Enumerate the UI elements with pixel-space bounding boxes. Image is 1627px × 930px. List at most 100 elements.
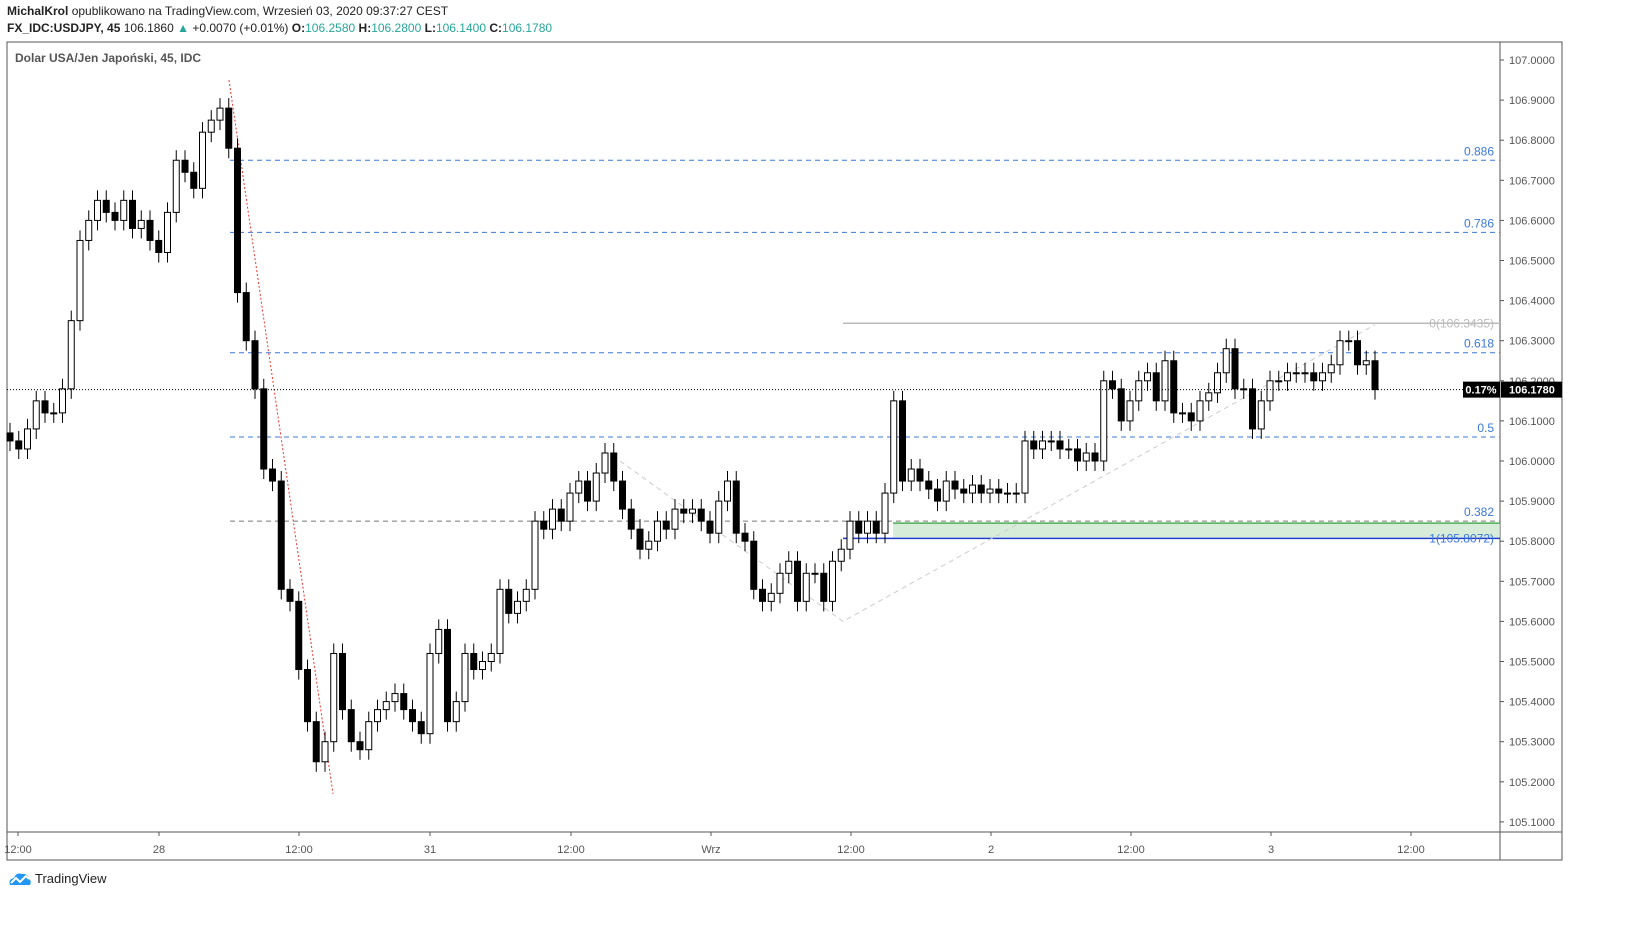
high-value: 106.2800	[371, 21, 422, 35]
candle-body	[960, 488, 968, 494]
candle	[890, 390, 898, 504]
candle	[995, 479, 1003, 504]
candle-body	[94, 199, 101, 221]
c-label: C:	[489, 21, 503, 35]
candle	[216, 98, 224, 131]
close-value: 106.1780	[502, 21, 553, 35]
candle	[470, 643, 478, 680]
candle	[251, 330, 259, 399]
candle-body	[802, 572, 810, 602]
candle	[207, 110, 215, 143]
change-badge	[1463, 381, 1500, 398]
candle	[951, 471, 959, 500]
candle	[899, 390, 906, 492]
tradingview-logo[interactable]: TradingView	[8, 870, 107, 886]
candle	[50, 402, 58, 423]
candle-body	[41, 400, 49, 414]
candle	[750, 531, 758, 600]
candle-body	[76, 239, 84, 322]
price-badge	[1501, 381, 1562, 398]
candle	[172, 150, 180, 223]
y-tick-label: 105.5000	[1509, 657, 1555, 669]
candle-body	[522, 588, 530, 602]
candle-body	[251, 340, 259, 390]
candle	[566, 483, 574, 532]
candle	[59, 378, 66, 423]
candle	[1012, 483, 1020, 504]
candle-body	[811, 572, 819, 575]
candle-body	[1047, 440, 1055, 443]
candle	[522, 579, 530, 612]
candle-body	[1345, 340, 1353, 343]
candle	[190, 162, 198, 199]
fib-zone	[893, 523, 1500, 538]
candle	[925, 471, 933, 500]
candle	[1336, 330, 1344, 375]
candle-body	[837, 548, 845, 562]
author[interactable]: MichalKrol	[7, 4, 69, 18]
candle-body	[1362, 360, 1370, 366]
candle-body	[382, 701, 390, 711]
candle	[654, 511, 661, 552]
candle-body	[514, 600, 521, 614]
fib-level-label: 0.382	[1464, 505, 1494, 519]
candle-body	[470, 652, 478, 671]
candle	[540, 511, 548, 540]
candle	[102, 190, 110, 223]
candle	[1205, 382, 1213, 411]
candle	[1170, 350, 1178, 423]
candle-body	[487, 652, 495, 662]
x-tick-label: 12:00	[557, 844, 585, 856]
candle-body	[321, 741, 329, 763]
candle-body	[312, 721, 320, 763]
candle	[697, 499, 705, 532]
candle	[1310, 362, 1318, 391]
candle	[557, 499, 565, 532]
candle	[794, 551, 801, 612]
candle	[662, 511, 670, 540]
candle-body	[1187, 412, 1195, 422]
candle-body	[286, 588, 294, 602]
candle	[391, 683, 399, 712]
candle-body	[391, 693, 399, 703]
candle	[829, 551, 836, 612]
candle	[820, 563, 828, 612]
candle	[1196, 390, 1204, 431]
last-price: 106.1860	[123, 21, 174, 35]
candle-body	[347, 709, 355, 743]
y-tick-label: 105.3000	[1509, 737, 1555, 749]
candle	[1135, 370, 1143, 411]
fib-1-label: 1(105.8072)	[1429, 531, 1494, 545]
candle	[1117, 378, 1125, 431]
candle-body	[374, 709, 381, 723]
candle-body	[785, 560, 793, 574]
candle	[1222, 338, 1230, 383]
candle	[689, 499, 696, 524]
candle	[1152, 362, 1160, 411]
y-tick-label: 107.0000	[1509, 55, 1555, 67]
candle-body	[172, 159, 180, 213]
candle	[487, 643, 495, 672]
candle-body	[627, 508, 635, 530]
candle-body	[216, 107, 224, 121]
candle-body	[1266, 380, 1274, 402]
candle-body	[636, 528, 644, 550]
candle-body	[85, 219, 93, 241]
candle	[15, 430, 23, 459]
candle-body	[1231, 348, 1239, 390]
candle	[741, 523, 749, 552]
candle	[409, 699, 416, 732]
candle-body	[1091, 452, 1099, 462]
x-tick-label: 12:00	[1117, 844, 1145, 856]
candle-body	[435, 628, 443, 654]
candle	[514, 591, 521, 624]
candle-body	[697, 508, 705, 522]
candle-body	[1222, 348, 1230, 374]
candle	[1301, 362, 1309, 383]
candle	[767, 583, 775, 612]
zigzag-line	[619, 324, 1376, 622]
candle	[400, 683, 408, 720]
x-tick-label: 3	[1268, 844, 1274, 856]
candle	[6, 422, 14, 451]
